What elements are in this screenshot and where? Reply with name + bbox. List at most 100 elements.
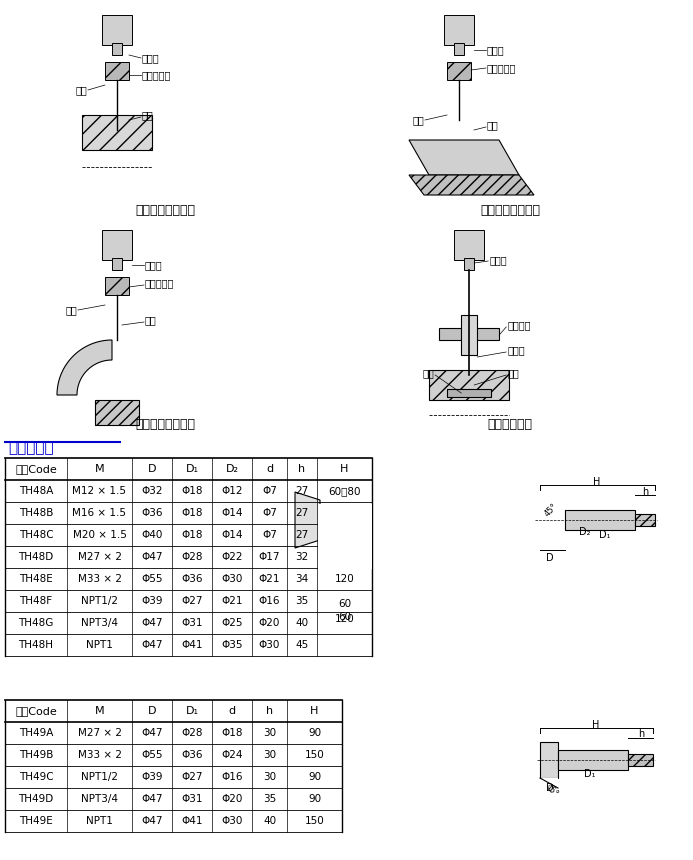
Text: M: M	[95, 464, 105, 474]
Text: D₂: D₂	[225, 464, 238, 474]
Text: 焊接: 焊接	[423, 368, 435, 378]
Text: 150: 150	[305, 816, 324, 826]
Text: TH49A: TH49A	[19, 728, 53, 738]
Text: 30: 30	[263, 772, 276, 782]
Bar	[317, 503, 371, 568]
Text: D: D	[148, 706, 156, 716]
Text: 30: 30	[263, 750, 276, 760]
Text: TH48D: TH48D	[19, 552, 53, 562]
Text: 90: 90	[308, 728, 321, 738]
Text: h: h	[266, 706, 273, 716]
Text: Φ18: Φ18	[182, 508, 203, 518]
Bar	[628, 754, 653, 766]
Text: Φ27: Φ27	[182, 772, 203, 782]
Text: Φ55: Φ55	[141, 574, 163, 584]
Text: 垂直管道安装形式: 垂直管道安装形式	[135, 204, 195, 217]
Text: H: H	[593, 720, 599, 730]
Text: 27: 27	[295, 508, 308, 518]
Text: 45: 45	[295, 640, 308, 650]
Text: M16 × 1.5: M16 × 1.5	[73, 508, 127, 518]
Text: D: D	[546, 553, 554, 563]
Text: 120: 120	[335, 614, 354, 624]
Text: 80: 80	[338, 508, 351, 518]
Text: H: H	[340, 464, 349, 474]
Polygon shape	[57, 340, 112, 395]
Text: Φ27: Φ27	[182, 596, 203, 606]
Text: 焊接: 焊接	[412, 115, 424, 125]
Text: 35: 35	[263, 794, 276, 804]
Text: TH48A: TH48A	[19, 486, 53, 496]
Text: Φ30: Φ30	[221, 574, 243, 584]
Text: Φ47: Φ47	[141, 640, 163, 650]
Text: d: d	[229, 706, 236, 716]
Text: 35: 35	[295, 596, 308, 606]
Text: TH49B: TH49B	[19, 750, 53, 760]
Text: 150: 150	[305, 750, 324, 760]
Text: Φ18: Φ18	[182, 486, 203, 496]
Text: Φ36: Φ36	[182, 750, 203, 760]
Bar	[565, 510, 635, 530]
Text: 60: 60	[338, 552, 351, 562]
Text: h: h	[299, 464, 306, 474]
Text: Φ31: Φ31	[182, 794, 203, 804]
Text: Φ28: Φ28	[182, 728, 203, 738]
Text: TH48F: TH48F	[19, 596, 53, 606]
Text: Φ28: Φ28	[182, 552, 203, 562]
Text: TH48H: TH48H	[19, 640, 53, 650]
Bar	[105, 277, 129, 295]
Bar	[444, 15, 474, 45]
Text: 34: 34	[295, 574, 308, 584]
Text: NPT3/4: NPT3/4	[81, 794, 118, 804]
Text: M20 × 1.5: M20 × 1.5	[73, 530, 126, 540]
Text: Φ7: Φ7	[262, 530, 277, 540]
Text: 热电偶: 热电偶	[142, 53, 159, 63]
Text: Φ39: Φ39	[141, 596, 163, 606]
Bar	[439, 328, 499, 340]
Text: TH48E: TH48E	[19, 574, 53, 584]
Text: 直形连接头: 直形连接头	[142, 70, 171, 80]
Text: 30: 30	[263, 728, 276, 738]
Text: Φ7: Φ7	[262, 486, 277, 496]
Text: Φ24: Φ24	[221, 750, 243, 760]
Text: 27: 27	[295, 530, 308, 540]
Text: Φ47: Φ47	[141, 728, 163, 738]
Text: Φ31: Φ31	[182, 618, 203, 628]
Text: 32: 32	[295, 552, 308, 562]
Text: Φ25: Φ25	[221, 618, 243, 628]
Polygon shape	[409, 140, 519, 175]
Text: Φ35: Φ35	[221, 640, 243, 650]
Text: 120: 120	[335, 574, 354, 584]
Polygon shape	[540, 778, 558, 788]
Text: 管道: 管道	[142, 110, 154, 120]
Text: D₁: D₁	[186, 464, 198, 474]
Bar	[462, 315, 477, 355]
Text: 40: 40	[295, 618, 308, 628]
Bar	[112, 258, 122, 270]
Bar	[540, 742, 558, 778]
Text: Φ20: Φ20	[258, 618, 280, 628]
Text: NPT1: NPT1	[86, 640, 113, 650]
Bar	[95, 400, 139, 425]
Text: M33 × 2: M33 × 2	[78, 574, 121, 584]
Text: Φ47: Φ47	[141, 794, 163, 804]
Text: D: D	[546, 783, 554, 793]
Bar	[558, 750, 628, 770]
Text: Φ16: Φ16	[258, 596, 280, 606]
Text: D₁: D₁	[186, 706, 198, 716]
Text: Φ18: Φ18	[182, 530, 203, 540]
Text: 支撑管: 支撑管	[507, 345, 525, 355]
Text: Φ40: Φ40	[141, 530, 163, 540]
Text: 安装法兰: 安装法兰	[507, 320, 531, 330]
Text: TH49E: TH49E	[19, 816, 53, 826]
Text: D₂: D₂	[579, 527, 590, 537]
Text: Φ21: Φ21	[221, 596, 243, 606]
Text: 60、80: 60、80	[328, 486, 361, 496]
Text: 代号Code: 代号Code	[15, 706, 57, 716]
Text: Φ20: Φ20	[221, 794, 243, 804]
Text: Φ36: Φ36	[141, 508, 163, 518]
Text: Φ22: Φ22	[221, 552, 243, 562]
Text: d: d	[266, 464, 273, 474]
Text: 60: 60	[338, 599, 351, 609]
Text: 代号Code: 代号Code	[15, 464, 57, 474]
Text: Φ16: Φ16	[221, 772, 243, 782]
